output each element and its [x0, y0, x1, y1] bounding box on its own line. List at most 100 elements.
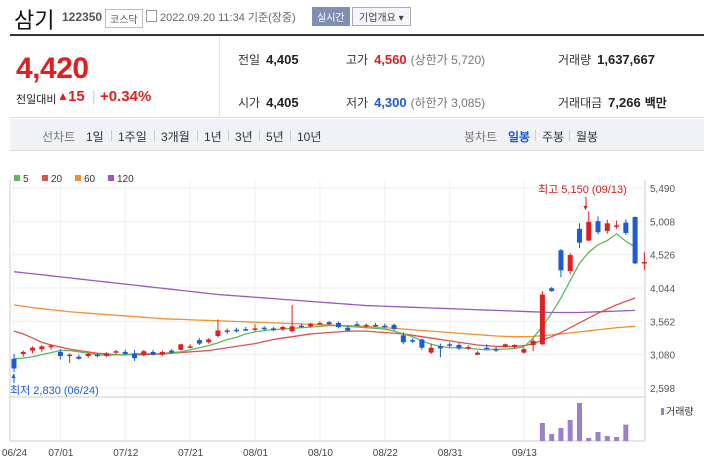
volume-legend-swatch	[661, 408, 664, 415]
candle-body	[178, 344, 184, 350]
candle-body	[224, 330, 230, 332]
volume-bar	[586, 438, 592, 441]
divider	[111, 130, 112, 141]
x-tick-label: 07/01	[48, 448, 73, 459]
candle-body	[567, 255, 573, 271]
line-chart-label[interactable]: 선차트	[42, 130, 76, 144]
volume-bar	[576, 403, 582, 441]
tab-weekly[interactable]: 주봉	[542, 130, 565, 144]
legend-swatch	[42, 175, 48, 181]
candle-body	[363, 324, 369, 327]
candle-body	[169, 350, 175, 353]
amount-value: 7,266	[608, 95, 641, 110]
candle-body	[539, 294, 545, 345]
price-summary: 4,420 전일대비 ▲ 15 | +0.34% 전일 4,405 시가 4,405…	[10, 34, 704, 118]
candle-body	[20, 351, 26, 354]
candle-body	[604, 223, 610, 231]
realtime-button[interactable]: 실시간	[312, 7, 350, 26]
upper-limit: (상한가 5,720)	[410, 53, 486, 67]
divider	[154, 130, 155, 141]
candle-body	[94, 354, 100, 357]
volume-bar	[539, 423, 545, 441]
candle-body	[196, 340, 202, 344]
x-tick-label: 07/21	[178, 448, 203, 459]
tab-1w[interactable]: 1주일	[118, 130, 147, 144]
candle-body	[512, 344, 518, 348]
candle-body	[345, 327, 351, 331]
candle-body	[261, 327, 267, 330]
market-badge: 코스닥	[105, 9, 143, 28]
candle-body	[48, 345, 54, 348]
candle-body	[373, 324, 379, 327]
candle-body	[298, 325, 304, 328]
candle-body	[122, 351, 128, 354]
max-price-label: 최고 5,150 (09/13)	[538, 183, 627, 196]
chart-tabs: 선차트 1일 1주일 3개월 1년 3년 5년 10년 봉차트 일봉 주봉 월봉	[10, 119, 704, 151]
candle-body	[410, 340, 416, 342]
candle-body	[437, 346, 443, 349]
tab-3m[interactable]: 3개월	[161, 130, 190, 144]
y-tick-label: 4,526	[650, 251, 675, 262]
candle-body	[502, 344, 508, 347]
calendar-icon	[146, 10, 157, 22]
divider	[569, 130, 570, 141]
open-value: 4,405	[266, 95, 299, 110]
candle-body	[400, 335, 406, 343]
candle-body	[632, 217, 638, 264]
candle-body	[475, 352, 481, 355]
y-tick-label: 3,562	[650, 317, 675, 328]
candle-body	[595, 221, 601, 233]
volume-value: 1,637,667	[597, 52, 655, 67]
candle-body	[614, 225, 620, 227]
legend-swatch	[75, 175, 81, 181]
tab-5y[interactable]: 5년	[266, 130, 284, 144]
min-arrow-head: ▲	[10, 373, 17, 380]
candle-body	[85, 353, 91, 357]
candle-body	[317, 322, 323, 325]
amount-label: 거래대금	[558, 96, 603, 110]
candle-chart-label[interactable]: 봉차트	[464, 130, 498, 144]
candle-body	[456, 344, 462, 349]
candle-body	[67, 354, 73, 357]
tab-3y[interactable]: 3년	[235, 130, 253, 144]
change-percent: +0.34%	[100, 88, 152, 105]
volume-bar	[614, 437, 620, 441]
low-price: 저가 4,300 (하한가 3,085)	[346, 94, 485, 111]
tab-1d[interactable]: 1일	[86, 130, 104, 144]
y-tick-label: 3,080	[650, 351, 675, 362]
candle-body	[391, 324, 397, 330]
y-tick-label: 2,598	[650, 384, 675, 395]
candle-body	[493, 349, 499, 351]
legend-label: 60	[84, 174, 96, 185]
x-tick-label: 08/01	[243, 448, 268, 459]
candle-body	[159, 351, 165, 355]
volume-bar	[558, 428, 564, 441]
x-tick-label: 08/22	[373, 448, 398, 459]
tab-10y[interactable]: 10년	[297, 130, 322, 144]
candle-body	[57, 351, 63, 357]
candle-body	[113, 351, 119, 353]
low-value: 4,300	[374, 95, 407, 110]
change-value: 15	[68, 88, 85, 105]
y-tick-label: 4,044	[650, 284, 675, 295]
candle-body	[521, 349, 527, 353]
tab-monthly[interactable]: 월봉	[576, 130, 599, 144]
candle-body	[206, 339, 212, 343]
candle-body	[132, 353, 138, 359]
high-value: 4,560	[374, 52, 407, 67]
tab-1y[interactable]: 1년	[204, 130, 222, 144]
legend-label: 120	[117, 174, 134, 185]
tab-daily[interactable]: 일봉	[508, 130, 531, 144]
legend-label: 20	[51, 174, 63, 185]
candle-body	[289, 326, 295, 332]
ma-line-ma60	[13, 304, 636, 338]
candle-body	[187, 346, 193, 348]
stock-name: 삼기	[14, 8, 55, 33]
candle-body	[558, 250, 564, 271]
company-info-dropdown[interactable]: 기업개요 ▾	[352, 7, 411, 26]
min-price-label: 최저 2,830 (06/24)	[10, 384, 99, 397]
candle-body	[549, 288, 555, 292]
open-label: 시가	[238, 96, 261, 110]
x-tick-label: 07/12	[113, 448, 138, 459]
candle-body	[271, 328, 277, 330]
